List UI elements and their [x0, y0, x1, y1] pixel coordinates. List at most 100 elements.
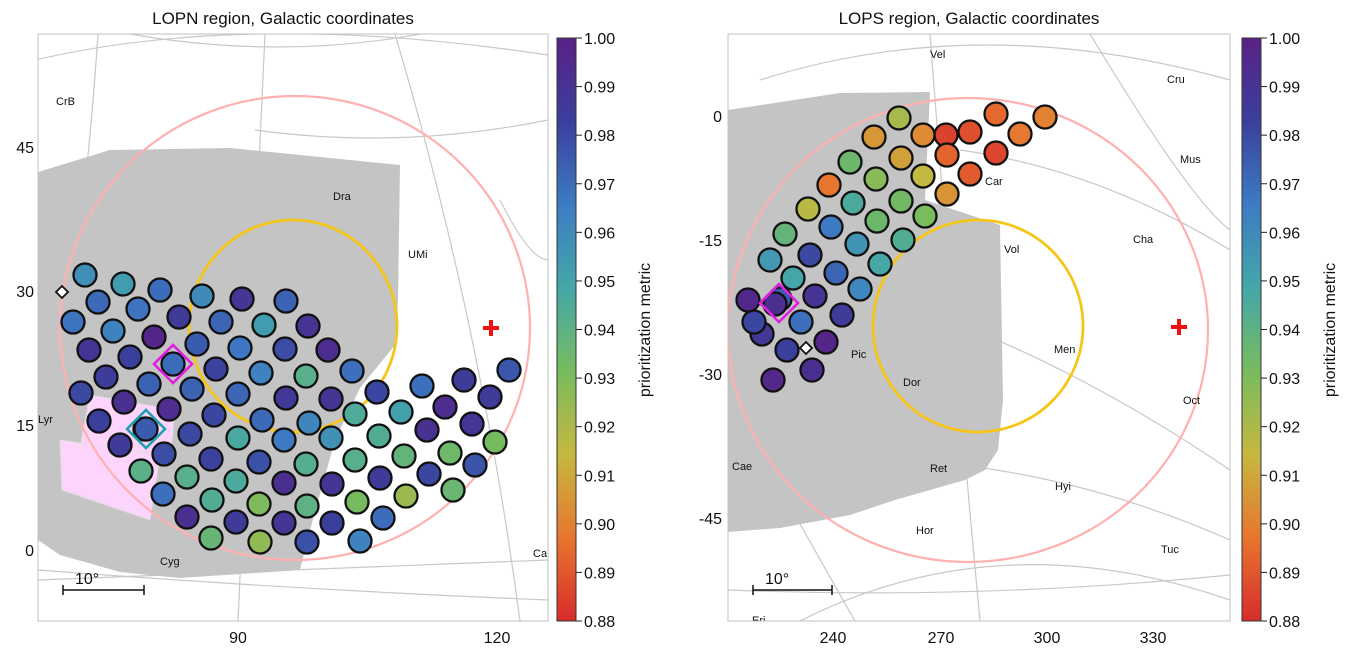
field-marker [246, 491, 272, 517]
field-marker [910, 163, 936, 189]
field-marker [829, 302, 855, 328]
field-marker [156, 396, 182, 422]
field-marker [910, 122, 936, 148]
field-marker [294, 493, 320, 519]
right-colorbar-label: prioritization metric [1322, 263, 1339, 397]
field-marker [294, 529, 320, 555]
field-marker [76, 337, 102, 363]
field-marker [459, 411, 485, 437]
field-marker [223, 468, 249, 494]
field-marker [174, 504, 200, 530]
field-marker [888, 188, 914, 214]
left-scale-bar [62, 585, 145, 595]
colorbar-tick-label: 0.93 [584, 371, 615, 388]
field-marker [364, 379, 390, 405]
colorbar-tick-label: 0.95 [1269, 274, 1300, 291]
field-marker [251, 312, 277, 338]
right-constellations: Vel Cru Mus Car Cha Vol Men Pic Dor Oct … [732, 49, 1201, 621]
right-xtick: 270 [928, 630, 955, 647]
field-marker [107, 432, 133, 458]
field-marker [227, 335, 253, 361]
field-marker [437, 440, 463, 466]
field-marker [203, 356, 229, 382]
field-marker [271, 470, 297, 496]
field-marker [199, 487, 225, 513]
field-marker [125, 296, 151, 322]
right-ytick: -15 [699, 233, 722, 250]
field-marker [440, 477, 466, 503]
field-marker [293, 363, 319, 389]
left-xtick: 120 [484, 630, 511, 647]
field-marker [166, 304, 192, 330]
field-marker [189, 283, 215, 309]
field-marker [295, 313, 321, 339]
field-marker [818, 214, 844, 240]
field-marker [864, 208, 890, 234]
right-xtick: 240 [820, 630, 847, 647]
field-marker [271, 427, 297, 453]
field-marker [342, 447, 368, 473]
colorbar-tick-label: 0.89 [584, 565, 615, 582]
field-marker [247, 529, 273, 555]
field-marker [347, 528, 373, 554]
right-ytick: 0 [713, 109, 722, 126]
colorbar-tick-label: 1.00 [584, 31, 615, 48]
field-marker [117, 344, 143, 370]
highlight-diamond-magenta [152, 343, 194, 385]
field-marker [229, 286, 255, 312]
field-marker [315, 337, 341, 363]
left-fields [60, 262, 522, 555]
right-scale-bar [752, 585, 833, 595]
right-fields [735, 101, 1058, 393]
field-marker [414, 417, 440, 443]
field-marker [273, 385, 299, 411]
left-colorbar: 0.88 0.89 0.90 0.91 0.92 0.93 0.94 0.95 0.96 0.97… [556, 31, 654, 631]
field-marker [60, 309, 86, 335]
field-marker [93, 364, 119, 390]
colorbar-tick-label: 0.99 [584, 80, 615, 97]
field-marker [344, 489, 370, 515]
right-axes-frame [727, 33, 1231, 622]
field-marker [133, 416, 159, 442]
const-label: CrB [56, 96, 75, 108]
field-marker [797, 242, 823, 268]
left-panel: LOPN region, Galactic coordinates [16, 9, 549, 647]
colorbar-tick-label: 0.88 [1269, 614, 1300, 631]
const-label: Oct [1183, 395, 1200, 407]
field-marker [934, 181, 960, 207]
field-marker [342, 401, 368, 427]
colorbar-tick-label: 0.90 [584, 517, 615, 534]
field-marker [844, 231, 870, 257]
left-colorbar-label: prioritization metric [637, 263, 654, 397]
field-marker [416, 461, 442, 487]
field-marker [482, 429, 508, 455]
field-marker [208, 309, 234, 335]
const-label: Car [985, 176, 1003, 188]
const-label: Dra [333, 191, 352, 203]
const-label: Tuc [1161, 544, 1179, 556]
field-marker [735, 287, 761, 313]
right-panel: LOPS region, Galactic coordinates Vel Cr… [699, 9, 1231, 647]
field-marker [840, 190, 866, 216]
const-label: Dor [903, 377, 921, 389]
field-marker [802, 283, 828, 309]
field-marker [225, 381, 251, 407]
highlight-diamond-cyan [125, 408, 167, 450]
left-constellations: CrB Dra UMi Lyr Cyg Ca [38, 96, 548, 568]
field-marker [128, 458, 154, 484]
const-label: Ret [930, 463, 947, 475]
field-marker [837, 149, 863, 175]
const-label: Lyr [38, 414, 53, 426]
field-marker [462, 452, 488, 478]
const-label: UMi [408, 249, 428, 261]
field-marker [293, 451, 319, 477]
field-marker [388, 399, 414, 425]
field-marker [319, 471, 345, 497]
left-pole-marker [483, 320, 499, 336]
right-ytick: -45 [699, 511, 722, 528]
const-label: Men [1054, 344, 1075, 356]
colorbar-tick-label: 0.98 [1269, 128, 1300, 145]
field-marker [757, 247, 783, 273]
left-ytick: 45 [16, 140, 34, 157]
